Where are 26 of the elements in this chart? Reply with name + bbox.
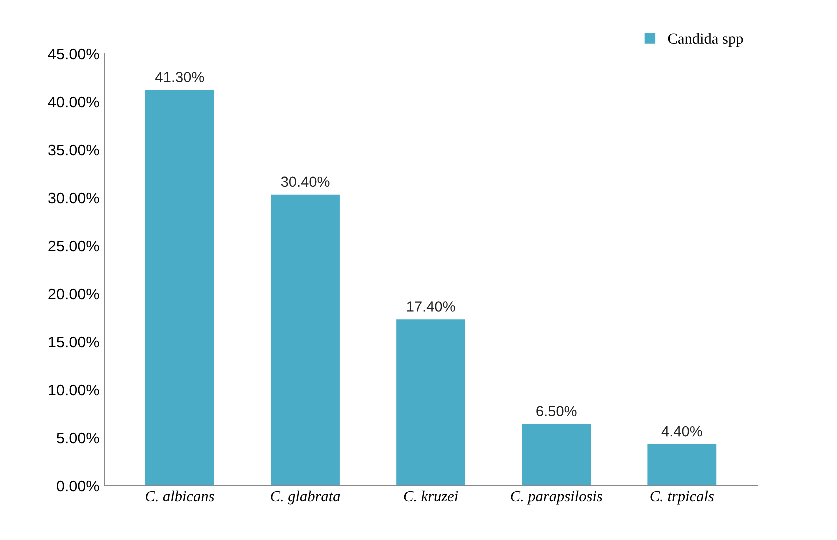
data-label: 4.40% xyxy=(662,426,702,437)
bar xyxy=(395,318,467,486)
y-tick-label: 0.00% xyxy=(57,480,100,492)
x-tick-label: C. parapsilosis xyxy=(511,490,602,505)
y-tick-label: 5.00% xyxy=(57,432,100,444)
y-tick-label: 15.00% xyxy=(49,336,100,348)
y-tick-label: 35.00% xyxy=(48,144,100,156)
x-tick-label: C. kruzei xyxy=(404,490,458,502)
data-label: 17.40% xyxy=(407,302,456,312)
y-tick-label: 45.00% xyxy=(48,48,100,60)
data-label: 41.30% xyxy=(156,72,204,82)
y-tick-label: 40.00% xyxy=(48,96,100,108)
legend-label: Candida spp xyxy=(668,33,744,48)
x-tick-label: C. albicans xyxy=(146,490,214,502)
data-label: 6.50% xyxy=(536,406,577,417)
data-label: 30.40% xyxy=(281,176,330,188)
y-tick-label: 30.00% xyxy=(48,192,100,204)
x-tick-label: C. trpicals xyxy=(650,490,714,505)
bar xyxy=(646,443,718,486)
y-tick-label: 25.00% xyxy=(48,240,100,252)
y-tick-label: 20.00% xyxy=(48,288,100,300)
y-tick-label: 10.00% xyxy=(49,384,100,396)
x-tick-label: C. glabrata xyxy=(271,490,340,505)
bar xyxy=(520,422,592,486)
bar xyxy=(270,193,342,486)
bar xyxy=(144,88,216,486)
